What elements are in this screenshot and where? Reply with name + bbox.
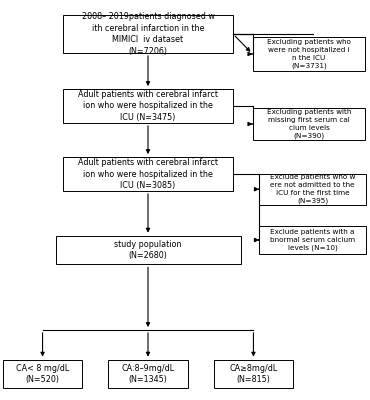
FancyBboxPatch shape bbox=[108, 360, 188, 388]
Text: study population
(N=2680): study population (N=2680) bbox=[114, 240, 182, 260]
FancyBboxPatch shape bbox=[63, 157, 233, 191]
Text: CA:8–9mg/dL
(N=1345): CA:8–9mg/dL (N=1345) bbox=[121, 364, 175, 384]
FancyBboxPatch shape bbox=[56, 236, 240, 264]
FancyBboxPatch shape bbox=[63, 15, 233, 53]
FancyBboxPatch shape bbox=[63, 89, 233, 123]
Text: 2008– 2019patients diagnosed w
ith cerebral infarction in the
MIMICI  iv dataset: 2008– 2019patients diagnosed w ith cereb… bbox=[81, 12, 215, 56]
FancyBboxPatch shape bbox=[259, 174, 366, 205]
Text: Exclude patients with a
bnormal serum calcium
levels (N=10): Exclude patients with a bnormal serum ca… bbox=[270, 229, 355, 251]
Text: Exclude patients who w
ere not admitted to the
ICU for the first time
(N=395): Exclude patients who w ere not admitted … bbox=[270, 174, 355, 204]
FancyBboxPatch shape bbox=[214, 360, 293, 388]
Text: Adult patients with cerebral infarct
ion who were hospitalized in the
ICU (N=347: Adult patients with cerebral infarct ion… bbox=[78, 90, 218, 122]
FancyBboxPatch shape bbox=[259, 226, 366, 254]
Text: CA≥8mg/dL
(N=815): CA≥8mg/dL (N=815) bbox=[229, 364, 278, 384]
Text: Excluding patients who
were not hospitalized i
n the ICU
(N=3731): Excluding patients who were not hospital… bbox=[267, 39, 351, 69]
Text: Excluding patients with
missing first serum cal
cium levels
(N=390): Excluding patients with missing first se… bbox=[267, 109, 351, 139]
FancyBboxPatch shape bbox=[253, 108, 366, 140]
FancyBboxPatch shape bbox=[3, 360, 83, 388]
Text: Adult patients with cerebral infarct
ion who were hospitalized in the
ICU (N=308: Adult patients with cerebral infarct ion… bbox=[78, 158, 218, 190]
Text: CA< 8 mg/dL
(N=520): CA< 8 mg/dL (N=520) bbox=[16, 364, 69, 384]
FancyBboxPatch shape bbox=[253, 37, 366, 71]
